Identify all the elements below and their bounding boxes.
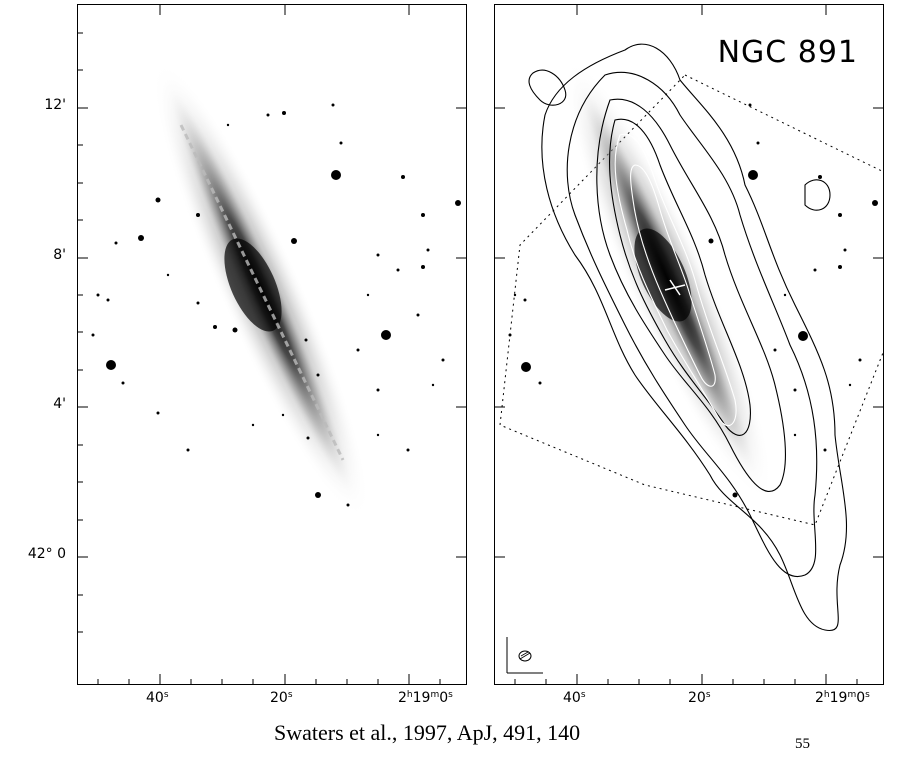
y-axis-labels: 12' 8' 4' 42° 0	[0, 0, 74, 700]
galaxy-bulge-right	[634, 228, 692, 322]
x-tick-label-right-40s: 40s	[563, 690, 586, 706]
left-panel-ticks	[78, 5, 466, 684]
right-galaxy-contour-image	[495, 5, 883, 684]
left-image-panel	[77, 4, 467, 685]
page-number: 55	[795, 736, 810, 752]
galaxy-bulge	[224, 238, 282, 332]
star-field-right	[508, 103, 878, 498]
left-galaxy-image	[78, 5, 466, 684]
figure-title: NGC 891	[717, 35, 858, 70]
x-tick-label-right-20s: 20s	[688, 690, 711, 706]
y-tick-label-42-0: 42° 0	[27, 546, 66, 562]
hi-contours	[528, 43, 848, 632]
y-tick-label-12: 12'	[44, 97, 66, 113]
y-tick-label-4: 4'	[53, 396, 66, 412]
y-tick-label-8: 8'	[53, 247, 66, 263]
x-tick-label-left-20s: 20s	[270, 690, 293, 706]
right-contour-panel: NGC 891	[494, 4, 884, 685]
hi-contours-inner	[614, 133, 737, 427]
citation: Swaters et al., 1997, ApJ, 491, 140	[274, 720, 581, 745]
x-tick-label-right-2h19m0s: 2h19m0s	[815, 690, 870, 706]
right-panel-ticks	[495, 5, 883, 684]
survey-boundary	[499, 74, 883, 526]
beam-symbol	[506, 637, 543, 674]
x-tick-label-left-2h19m0s: 2h19m0s	[398, 690, 453, 706]
dust-lane	[179, 124, 345, 461]
x-tick-label-left-40s: 40s	[146, 690, 169, 706]
star-field	[91, 103, 461, 507]
